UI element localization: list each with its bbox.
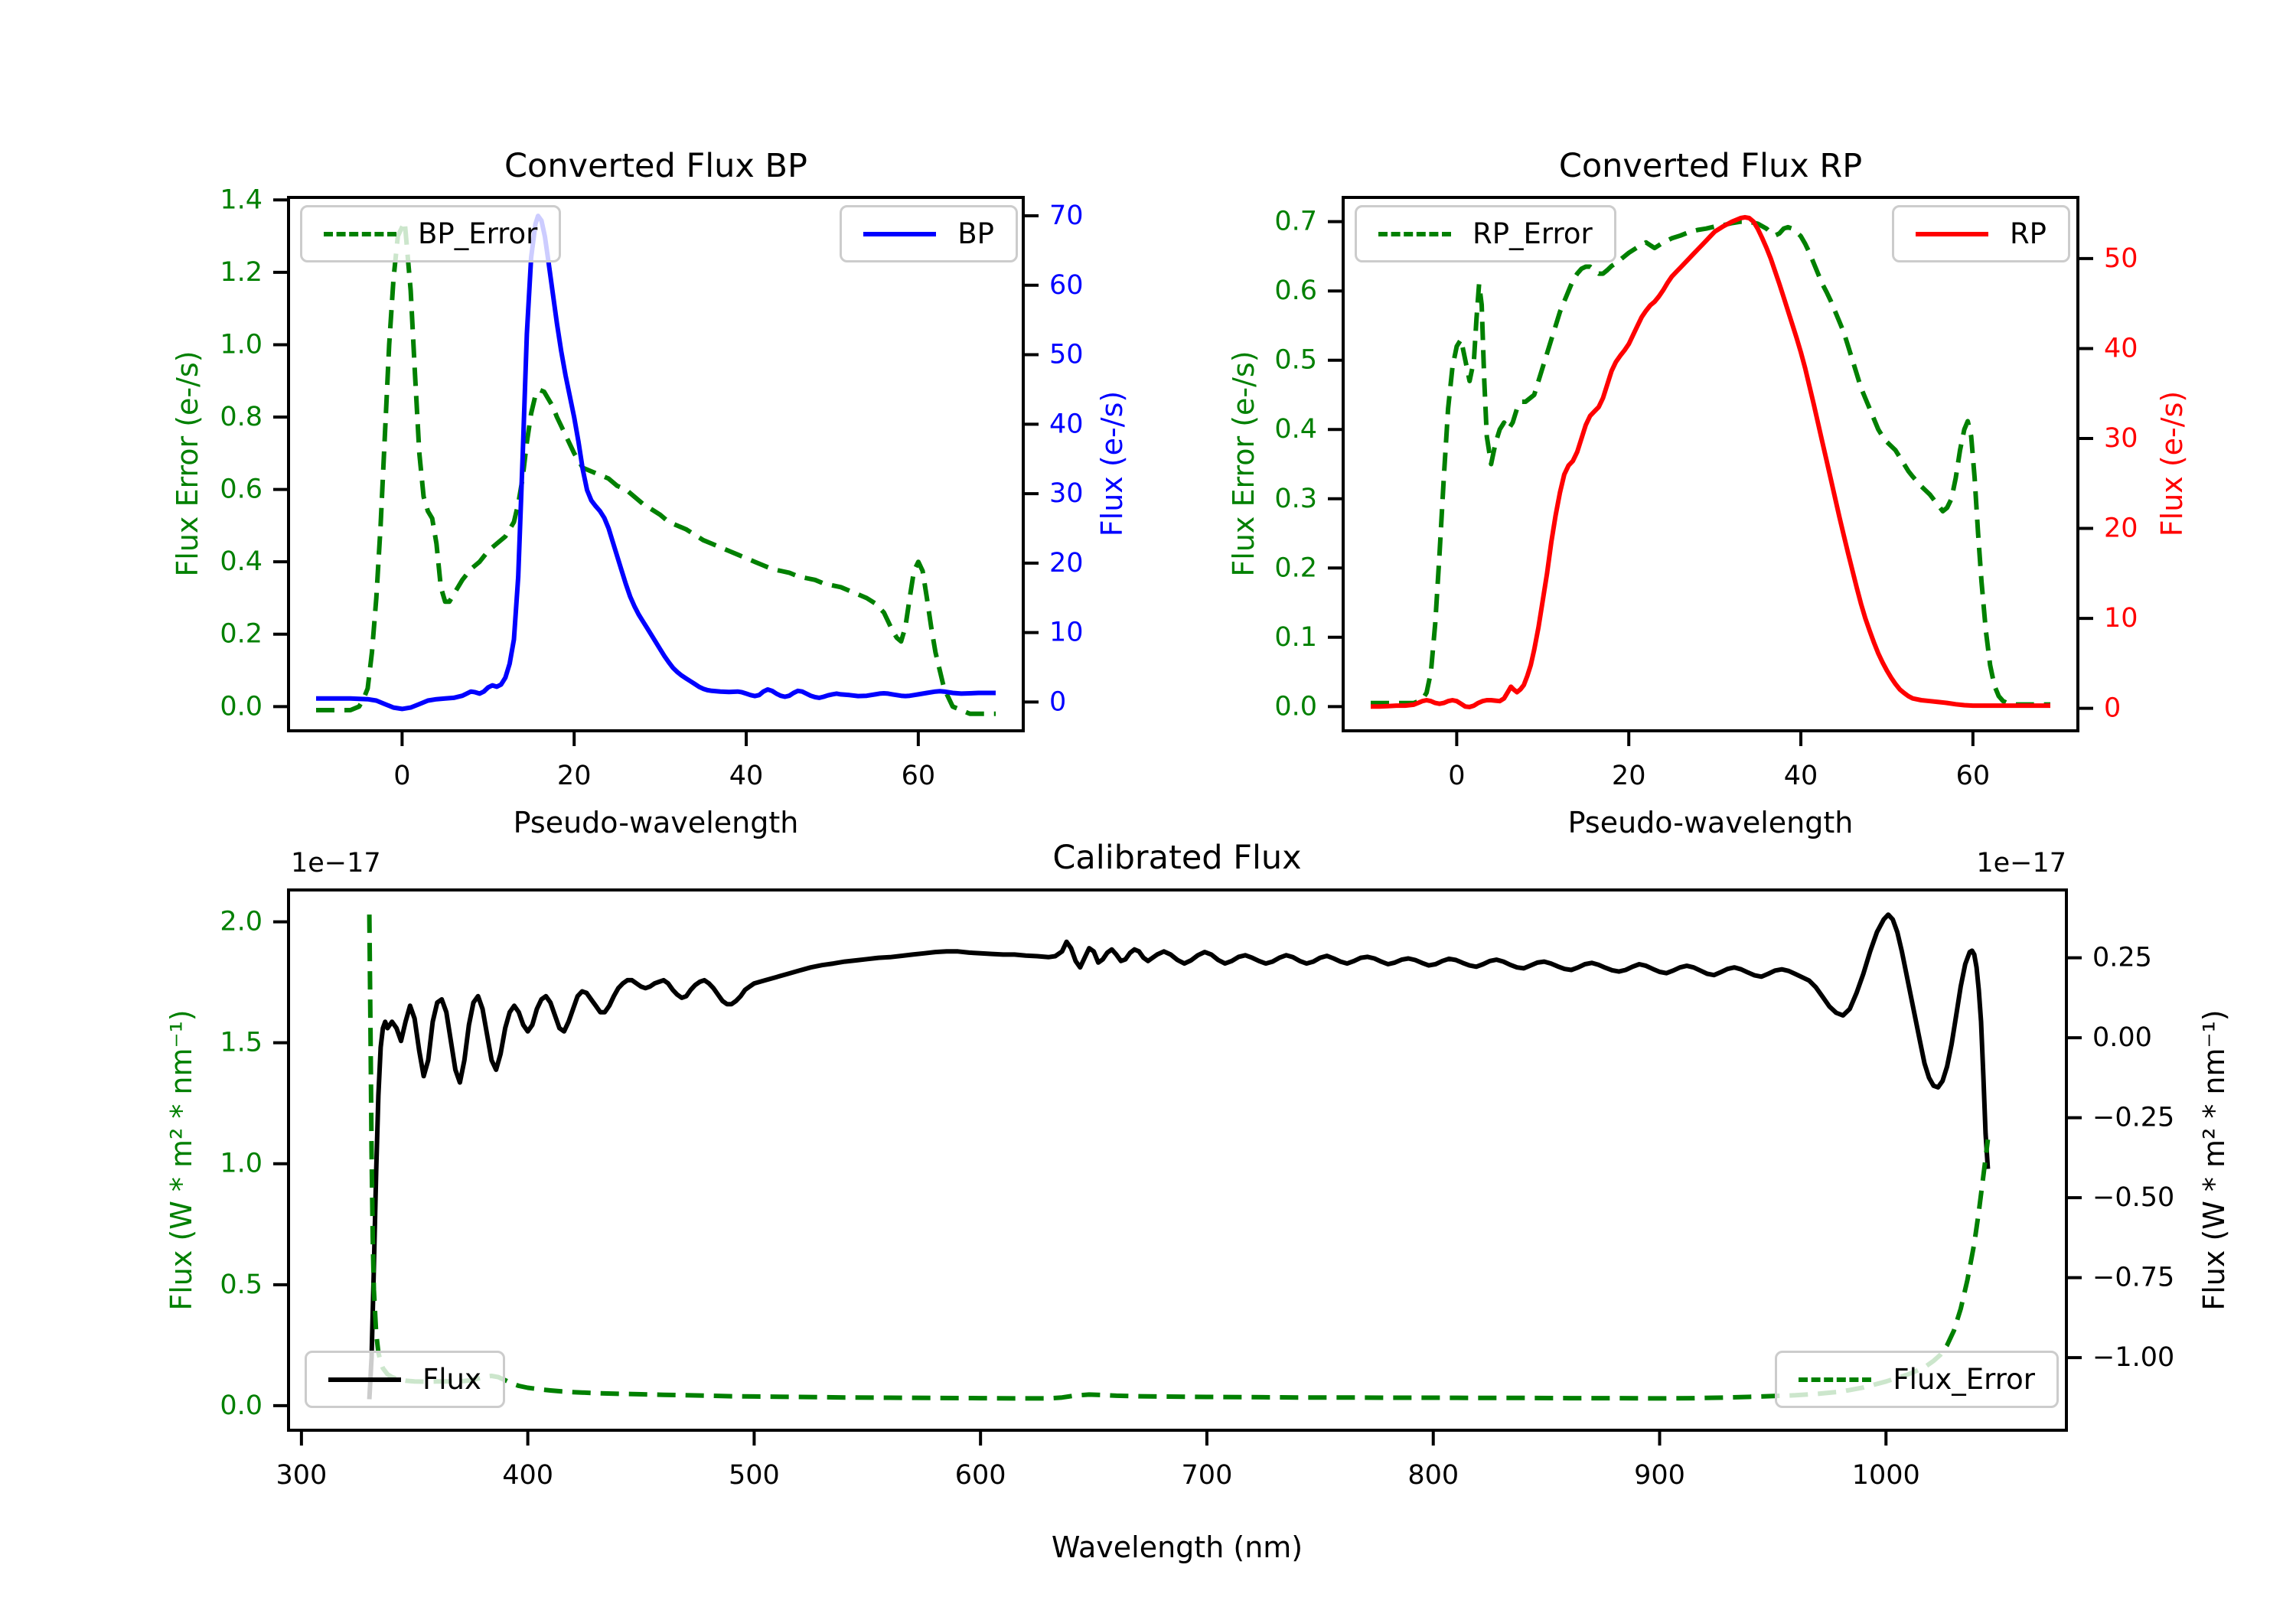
svg-text:10: 10 <box>2104 603 2138 634</box>
legend-bp-error-label: BP_Error <box>418 217 538 250</box>
flux-ylabel-left: Flux (W * m² * nm⁻¹) <box>165 1009 198 1311</box>
svg-text:500: 500 <box>729 1460 780 1491</box>
svg-text:1000: 1000 <box>1852 1460 1920 1491</box>
legend-flux: Flux <box>305 1351 505 1408</box>
svg-text:0.5: 0.5 <box>220 1270 263 1300</box>
svg-text:0.2: 0.2 <box>220 619 263 650</box>
legend-rp-error-label: RP_Error <box>1473 217 1593 250</box>
rp-ylabel-left: Flux Error (e-/s) <box>1227 350 1261 577</box>
flux-line-sample <box>328 1377 401 1382</box>
svg-text:0.7: 0.7 <box>1274 207 1317 237</box>
svg-text:50: 50 <box>2104 243 2138 274</box>
legend-rp-error: RP_Error <box>1355 205 1616 262</box>
svg-text:1.0: 1.0 <box>220 1149 263 1179</box>
svg-text:−0.25: −0.25 <box>2092 1103 2174 1133</box>
svg-text:0: 0 <box>1049 686 1066 717</box>
svg-text:60: 60 <box>1049 270 1084 301</box>
svg-text:0.0: 0.0 <box>220 1390 263 1421</box>
svg-text:0.2: 0.2 <box>1274 553 1317 583</box>
svg-text:400: 400 <box>502 1460 553 1491</box>
svg-text:0: 0 <box>393 761 410 791</box>
svg-text:40: 40 <box>729 761 764 791</box>
svg-text:0.1: 0.1 <box>1274 622 1317 653</box>
legend-flux-error: Flux_Error <box>1775 1351 2059 1408</box>
svg-text:30: 30 <box>2104 423 2138 454</box>
svg-text:10: 10 <box>1049 618 1084 648</box>
svg-text:0.25: 0.25 <box>2092 943 2152 973</box>
svg-text:0.4: 0.4 <box>1274 414 1317 445</box>
legend-bp: BP <box>840 205 1018 262</box>
svg-text:300: 300 <box>276 1460 327 1491</box>
svg-text:60: 60 <box>902 761 936 791</box>
legend-flux-error-label: Flux_Error <box>1893 1363 2035 1396</box>
svg-text:0: 0 <box>2104 693 2121 724</box>
svg-text:−0.50: −0.50 <box>2092 1182 2174 1213</box>
svg-text:0.8: 0.8 <box>220 402 263 432</box>
svg-text:0.0: 0.0 <box>220 691 263 722</box>
svg-text:40: 40 <box>2104 333 2138 363</box>
svg-text:20: 20 <box>557 761 592 791</box>
rp-line-sample <box>1915 231 1988 236</box>
rp-xlabel: Pseudo-wavelength <box>1567 806 1854 839</box>
svg-text:0: 0 <box>1448 761 1465 791</box>
svg-text:0.6: 0.6 <box>1274 275 1317 306</box>
legend-bp-label: BP <box>957 217 994 250</box>
svg-text:40: 40 <box>1049 409 1084 439</box>
wavelength-xlabel: Wavelength (nm) <box>1051 1530 1303 1564</box>
svg-text:60: 60 <box>1956 761 1991 791</box>
bp-line-sample <box>863 231 937 236</box>
offset-text-left: 1e−17 <box>291 848 381 878</box>
svg-text:1.4: 1.4 <box>220 184 263 215</box>
svg-text:40: 40 <box>1784 761 1818 791</box>
svg-text:−1.00: −1.00 <box>2092 1342 2174 1373</box>
svg-text:0.6: 0.6 <box>220 474 263 505</box>
offset-text-right: 1e−17 <box>1976 848 2066 878</box>
svg-text:30: 30 <box>1049 478 1084 509</box>
svg-text:0.0: 0.0 <box>1274 691 1317 722</box>
bp-ylabel-left: Flux Error (e-/s) <box>171 350 204 577</box>
bp-xlabel: Pseudo-wavelength <box>513 806 799 839</box>
legend-bp-error: BP_Error <box>300 205 562 262</box>
legend-rp-label: RP <box>2009 217 2047 250</box>
svg-text:2.0: 2.0 <box>220 907 263 937</box>
svg-text:1.0: 1.0 <box>220 329 263 360</box>
rp-ylabel-right: Flux (e-/s) <box>2155 390 2189 537</box>
svg-text:800: 800 <box>1407 1460 1459 1491</box>
bp-ylabel-right: Flux (e-/s) <box>1095 390 1129 537</box>
svg-text:70: 70 <box>1049 200 1084 231</box>
svg-text:700: 700 <box>1182 1460 1233 1491</box>
bp-title: Converted Flux BP <box>504 147 807 185</box>
svg-text:20: 20 <box>2104 513 2138 544</box>
svg-text:0.4: 0.4 <box>220 546 263 577</box>
svg-text:900: 900 <box>1634 1460 1685 1491</box>
rp-title: Converted Flux RP <box>1558 147 1863 185</box>
flux-ylabel-right: Flux (W * m² * nm⁻¹) <box>2197 1009 2231 1311</box>
legend-rp: RP <box>1891 205 2070 262</box>
legend-flux-label: Flux <box>422 1363 481 1396</box>
svg-text:600: 600 <box>955 1460 1006 1491</box>
svg-text:1.5: 1.5 <box>220 1028 263 1058</box>
svg-text:0.3: 0.3 <box>1274 484 1317 514</box>
calibrated-title: Calibrated Flux <box>1052 839 1302 877</box>
svg-text:20: 20 <box>1049 548 1084 579</box>
bp-error-line-sample <box>324 231 396 236</box>
svg-text:0.5: 0.5 <box>1274 345 1317 376</box>
svg-text:50: 50 <box>1049 340 1084 370</box>
flux-error-line-sample <box>1799 1377 1872 1382</box>
svg-text:−0.75: −0.75 <box>2092 1263 2174 1293</box>
rp-error-line-sample <box>1378 231 1451 236</box>
svg-text:1.2: 1.2 <box>220 257 263 288</box>
svg-text:0.00: 0.00 <box>2092 1022 2152 1053</box>
svg-text:20: 20 <box>1612 761 1646 791</box>
